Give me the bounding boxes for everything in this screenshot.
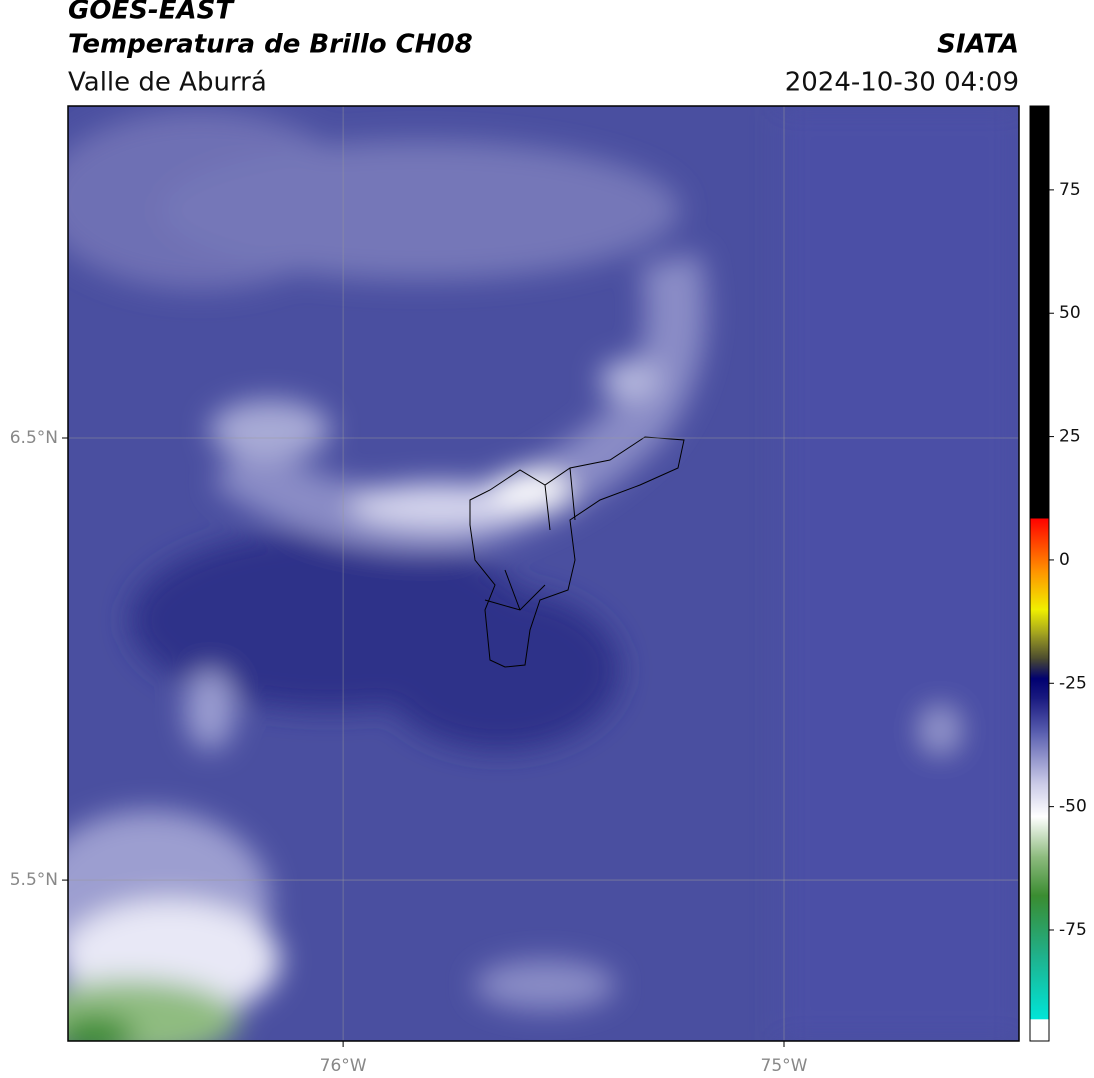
y-tick-label: 6.5°N <box>10 428 58 448</box>
colorbar-segment <box>1030 1018 1049 1042</box>
colorbar-tick-label: -75 <box>1059 920 1087 940</box>
y-tick-label: 5.5°N <box>10 870 58 890</box>
colorbar-segment <box>1030 895 1049 956</box>
colorbar-segment <box>1030 855 1049 896</box>
x-tick-label: 76°W <box>320 1056 367 1076</box>
colorbar-segment <box>1030 781 1049 818</box>
valley-boundary <box>469 436 685 668</box>
map-frame <box>67 105 1020 1042</box>
colorbar-tick-label: 75 <box>1059 180 1081 200</box>
colorbar-segment <box>1030 633 1049 660</box>
colorbar-tick-label: -25 <box>1059 673 1087 693</box>
colorbar-frame <box>1029 105 1050 1042</box>
colorbar-tick-label: 0 <box>1059 550 1070 570</box>
region: Valle de Aburrá <box>68 68 267 98</box>
colorbar-tick-label: 50 <box>1059 303 1081 323</box>
subtitle: Temperatura de Brillo CH08 <box>68 30 473 60</box>
colorbar-segment <box>1030 954 1049 1020</box>
colorbar-segment <box>1030 658 1049 679</box>
timestamp: 2024-10-30 04:09 <box>785 68 1019 98</box>
x-tick-label: 75°W <box>761 1056 808 1076</box>
title: GOES-EAST <box>68 0 235 26</box>
colorbar-tick-label: -50 <box>1059 797 1087 817</box>
colorbar-tick-label: 25 <box>1059 427 1081 447</box>
colorbar-segment <box>1030 517 1049 571</box>
colorbar-segment <box>1030 698 1049 734</box>
colorbar-segment <box>1030 609 1049 635</box>
colorbar-segment <box>1030 816 1049 857</box>
colorbar-segment <box>1030 732 1049 783</box>
colorbar-segment <box>1030 678 1049 699</box>
source: SIATA <box>937 30 1019 60</box>
colorbar-segment <box>1030 569 1049 610</box>
colorbar-segment <box>1030 106 1049 519</box>
satellite-image <box>68 106 1019 1041</box>
